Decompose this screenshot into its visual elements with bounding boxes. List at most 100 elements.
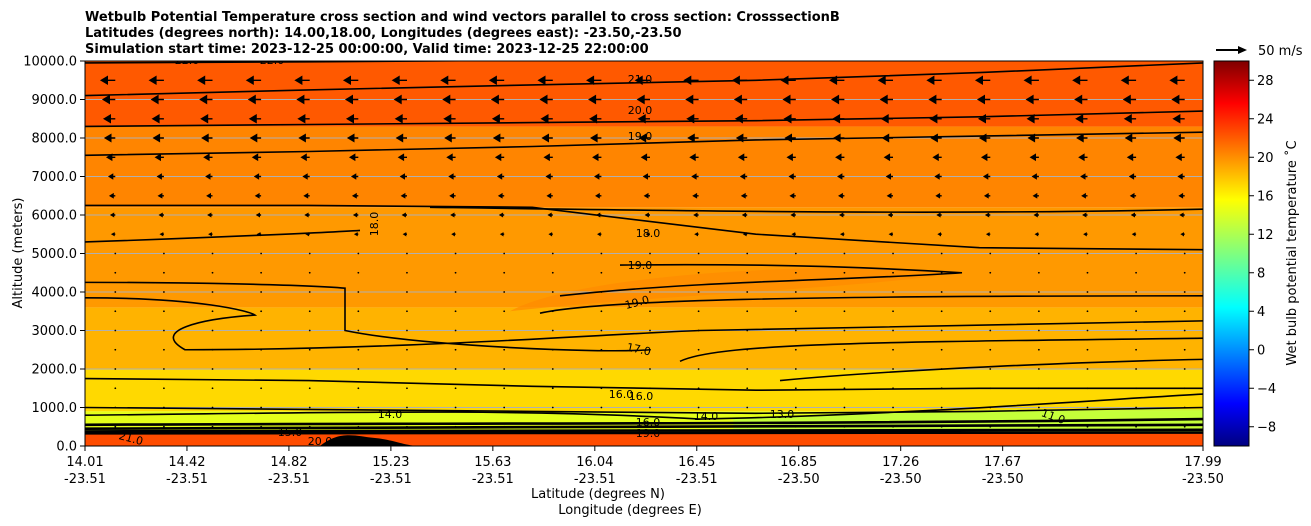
x-tick-lat-8: 17.26	[882, 455, 919, 470]
wind-vector-12-8	[503, 310, 506, 313]
wind-vector-5-18	[982, 173, 991, 180]
wind-vector-15-13	[746, 368, 749, 370]
wind-vector-8-22	[1180, 232, 1185, 237]
wind-vector-9-5	[357, 252, 360, 255]
wind-vector-11-17	[940, 291, 943, 293]
wind-vector-8-10	[597, 232, 602, 237]
wind-vector-8-3	[256, 232, 262, 237]
wind-vector-5-13	[739, 173, 748, 180]
wind-vector-7-9	[547, 212, 553, 218]
wind-vector-5-7	[448, 173, 456, 180]
wind-vector-7-7	[450, 212, 456, 218]
wind-vector-7-4	[304, 212, 310, 218]
chart-title-line-1: Wetbulb Potential Temperature cross sect…	[85, 10, 840, 25]
x-tick-lat-4: 15.63	[474, 455, 511, 470]
wind-vector-13-0	[114, 329, 117, 332]
colorbar-tick-label-9: 28	[1257, 74, 1274, 89]
wind-vector-0-22	[1169, 75, 1185, 86]
wind-vector-14-2	[211, 348, 214, 351]
wind-vector-13-7	[454, 329, 457, 332]
wind-vector-15-16	[892, 368, 894, 370]
wind-vector-14-6	[406, 348, 408, 351]
wind-vector-18-15	[843, 425, 846, 428]
wind-vector-3-10	[590, 133, 602, 143]
wind-vector-3-22	[1173, 133, 1185, 143]
wind-vector-16-15	[843, 387, 846, 390]
wind-vector-13-15	[843, 329, 846, 332]
wind-vector-1-13	[733, 94, 748, 105]
contour-label-7: 19.0	[628, 259, 653, 272]
wind-vector-1-0	[101, 94, 116, 105]
wind-vector-12-6	[406, 310, 408, 313]
contour-line-18.0	[85, 204, 1203, 251]
wind-vector-15-17	[940, 368, 943, 370]
wind-vector-0-0	[99, 75, 116, 86]
wind-vector-11-4	[308, 291, 311, 293]
wind-vector-6-1	[157, 192, 164, 199]
wind-vector-16-8	[503, 387, 506, 390]
wind-vector-16-2	[211, 387, 214, 390]
wind-vector-16-7	[454, 387, 457, 390]
wind-vector-11-18	[989, 291, 992, 293]
wind-vector-12-13	[746, 310, 749, 313]
wind-vector-0-18	[974, 75, 991, 86]
x-axis: 14.01 -23.51 14.42 -23.51 14.82 -23.51 15.23 -2…	[64, 446, 1224, 487]
colorbar-tick-label-6: 16	[1257, 189, 1274, 204]
wind-vector-16-12	[697, 387, 700, 390]
wind-vector-16-3	[260, 387, 263, 390]
wind-vector-2-11	[637, 113, 650, 124]
wind-key: 50 m/s	[1216, 44, 1303, 59]
y-tick-label-8: 8000.0	[32, 132, 78, 147]
contour-line-extra-9	[85, 417, 1203, 427]
wind-vector-14-1	[163, 348, 165, 351]
wind-vector-9-8	[503, 252, 506, 255]
wind-vector-3-17	[930, 133, 942, 143]
wind-vector-6-8	[497, 192, 505, 199]
wind-vector-1-8	[490, 94, 505, 105]
contour-line-extra-4	[429, 206, 1203, 213]
temperature-fill	[85, 61, 1203, 446]
wind-vector-13-4	[308, 329, 311, 332]
wind-vector-3-0	[103, 133, 116, 143]
colorbar-tick-label-7: 20	[1257, 151, 1274, 166]
wind-vector-12-4	[308, 310, 311, 313]
wind-vector-0-13	[731, 75, 748, 86]
wind-vector-16-0	[114, 387, 117, 390]
wind-vector-5-19	[1031, 173, 1039, 180]
wind-vector-12-7	[454, 310, 457, 313]
wind-vector-11-8	[503, 291, 506, 293]
wind-vector-7-3	[255, 212, 262, 218]
wind-vector-17-22	[1183, 406, 1186, 409]
wind-vector-13-2	[211, 329, 214, 332]
wind-vector-5-1	[156, 173, 164, 180]
wind-vector-13-13	[746, 329, 749, 332]
contour-label-14: 13.0	[770, 408, 795, 421]
wind-vector-7-6	[401, 212, 407, 218]
wind-vector-4-14	[786, 153, 796, 162]
wind-vector-2-13	[734, 113, 748, 124]
wind-vector-3-1	[152, 133, 164, 143]
wind-vector-18-21	[1135, 425, 1137, 428]
wind-vector-8-14	[791, 232, 796, 237]
wind-vector-4-7	[446, 153, 456, 162]
wind-vector-3-2	[201, 133, 213, 143]
wind-vector-9-4	[308, 252, 311, 255]
contour-label-10: 16.0	[609, 388, 634, 401]
wind-vector-11-9	[551, 291, 554, 293]
wind-vector-10-0	[114, 271, 117, 274]
wind-vector-14-17	[940, 348, 943, 351]
wind-vector-18-12	[697, 425, 700, 428]
wind-vector-11-6	[406, 291, 408, 293]
wind-vector-12-9	[551, 310, 554, 313]
wind-vector-7-0	[109, 212, 116, 218]
wind-vector-8-11	[645, 232, 650, 237]
contour-lines	[85, 61, 1203, 435]
x-tick-lon-6: -23.51	[676, 472, 718, 487]
wind-vector-3-8	[492, 133, 505, 143]
wind-vector-14-9	[551, 348, 554, 351]
wind-vector-10-8	[503, 271, 506, 274]
wind-vector-15-7	[454, 368, 457, 370]
wind-vector-8-18	[985, 232, 991, 237]
wind-vector-4-0	[105, 153, 116, 162]
wind-vector-14-3	[260, 348, 263, 351]
